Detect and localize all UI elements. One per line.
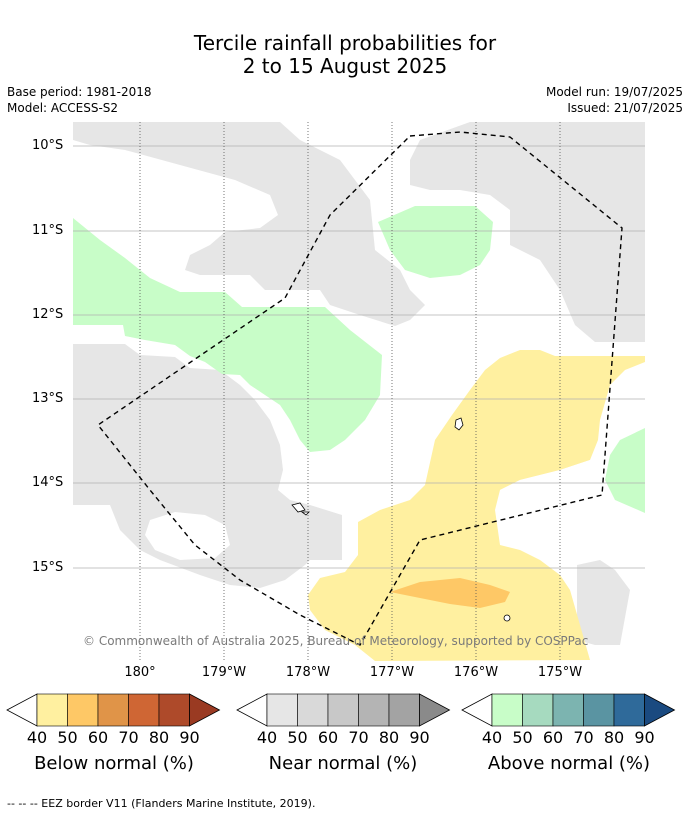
colorbar-tick-label: 60 bbox=[87, 728, 109, 747]
model-run: Model run: 19/07/2025 bbox=[545, 85, 683, 99]
colorbar-tick-label: 60 bbox=[542, 728, 564, 747]
lon-label: 175°W bbox=[537, 665, 583, 680]
near-normal-region bbox=[73, 122, 425, 326]
island bbox=[503, 614, 511, 622]
colorbar-segment bbox=[128, 693, 160, 727]
colorbar-min-extension bbox=[461, 693, 493, 727]
above-normal-label: Above normal (%) bbox=[487, 753, 651, 774]
copyright-note: © Commonwealth of Australia 2025, Bureau… bbox=[83, 634, 589, 648]
colorbar-max-extension bbox=[189, 693, 221, 727]
colorbar-segment bbox=[552, 693, 584, 727]
island bbox=[291, 502, 306, 513]
eez-border bbox=[96, 131, 623, 646]
colorbar-tick-label: 90 bbox=[409, 728, 430, 747]
base-period: Base period: 1981-2018 bbox=[7, 85, 152, 99]
white-gap bbox=[500, 460, 595, 515]
island bbox=[454, 417, 464, 431]
colorbar-tick-label: 50 bbox=[287, 728, 308, 747]
issued-date: Issued: 21/07/2025 bbox=[567, 101, 683, 115]
colorbar-segment bbox=[266, 693, 298, 727]
lon-label: 180° bbox=[124, 665, 156, 680]
colorbar-segment bbox=[583, 693, 615, 727]
lat-label: 13°S bbox=[32, 391, 64, 406]
colorbar-min-extension bbox=[6, 693, 38, 727]
near-normal-label: Near normal (%) bbox=[268, 753, 418, 774]
lat-label: 10°S bbox=[32, 138, 64, 153]
colorbar-segment bbox=[358, 693, 390, 727]
above-normal-region bbox=[605, 428, 645, 513]
colorbar-tick-label: 70 bbox=[118, 728, 139, 747]
colorbar-below-normal bbox=[6, 693, 221, 727]
colorbar-tick-label: 80 bbox=[378, 728, 400, 747]
title-line-1: Tercile rainfall probabilities for bbox=[193, 31, 497, 55]
colorbar-segment bbox=[491, 693, 523, 727]
lon-label: 178°W bbox=[285, 665, 331, 680]
colorbar-tick-label: 90 bbox=[634, 728, 655, 747]
colorbar-max-extension bbox=[644, 693, 676, 727]
lat-label: 14°S bbox=[32, 475, 64, 490]
lat-label: 15°S bbox=[32, 560, 64, 575]
colorbar-segment bbox=[327, 693, 359, 727]
lat-label: 11°S bbox=[32, 223, 64, 238]
lon-label: 176°W bbox=[453, 665, 499, 680]
colorbar-near-normal bbox=[236, 693, 451, 727]
colorbar-tick-label: 70 bbox=[348, 728, 369, 747]
above-normal-region bbox=[73, 218, 382, 452]
lat-label: 12°S bbox=[32, 307, 64, 322]
latitude-grid bbox=[73, 145, 645, 569]
colorbar-above-normal bbox=[461, 693, 676, 727]
colorbar-segment bbox=[36, 693, 68, 727]
colorbar-tick-label: 40 bbox=[256, 728, 278, 747]
colorbar-segment bbox=[522, 693, 554, 727]
colorbar-tick-label: 80 bbox=[603, 728, 625, 747]
colorbar-tick-label: 50 bbox=[512, 728, 533, 747]
model-name: Model: ACCESS-S2 bbox=[7, 101, 119, 115]
below-normal-label: Below normal (%) bbox=[34, 753, 194, 774]
lon-label: 179°W bbox=[201, 665, 247, 680]
colorbar-segment bbox=[388, 693, 420, 727]
near-normal-region bbox=[410, 122, 645, 342]
lon-label: 177°W bbox=[369, 665, 415, 680]
colorbar-tick-label: 80 bbox=[148, 728, 170, 747]
colorbar-min-extension bbox=[236, 693, 268, 727]
eez-footer-note: -- -- -- EEZ border V11 (Flanders Marine… bbox=[7, 797, 316, 810]
colorbar-segment bbox=[97, 693, 129, 727]
island bbox=[300, 511, 310, 516]
colorbar-segment bbox=[158, 693, 190, 727]
colorbar-max-extension bbox=[419, 693, 451, 727]
colorbar-segment bbox=[297, 693, 329, 727]
above-normal-region bbox=[378, 206, 493, 278]
colorbar-segment bbox=[67, 693, 99, 727]
colorbar-tick-label: 70 bbox=[573, 728, 594, 747]
colorbar-tick-label: 50 bbox=[57, 728, 78, 747]
colorbar-tick-label: 40 bbox=[26, 728, 48, 747]
colorbar-tick-label: 90 bbox=[179, 728, 200, 747]
near-normal-region bbox=[577, 560, 630, 645]
title-line-2: 2 to 15 August 2025 bbox=[242, 54, 448, 78]
colorbar-segment bbox=[613, 693, 645, 727]
colorbar-tick-label: 40 bbox=[481, 728, 503, 747]
colorbar-tick-label: 60 bbox=[317, 728, 339, 747]
below-normal-region-50 bbox=[390, 578, 510, 608]
below-normal-region bbox=[308, 350, 645, 661]
